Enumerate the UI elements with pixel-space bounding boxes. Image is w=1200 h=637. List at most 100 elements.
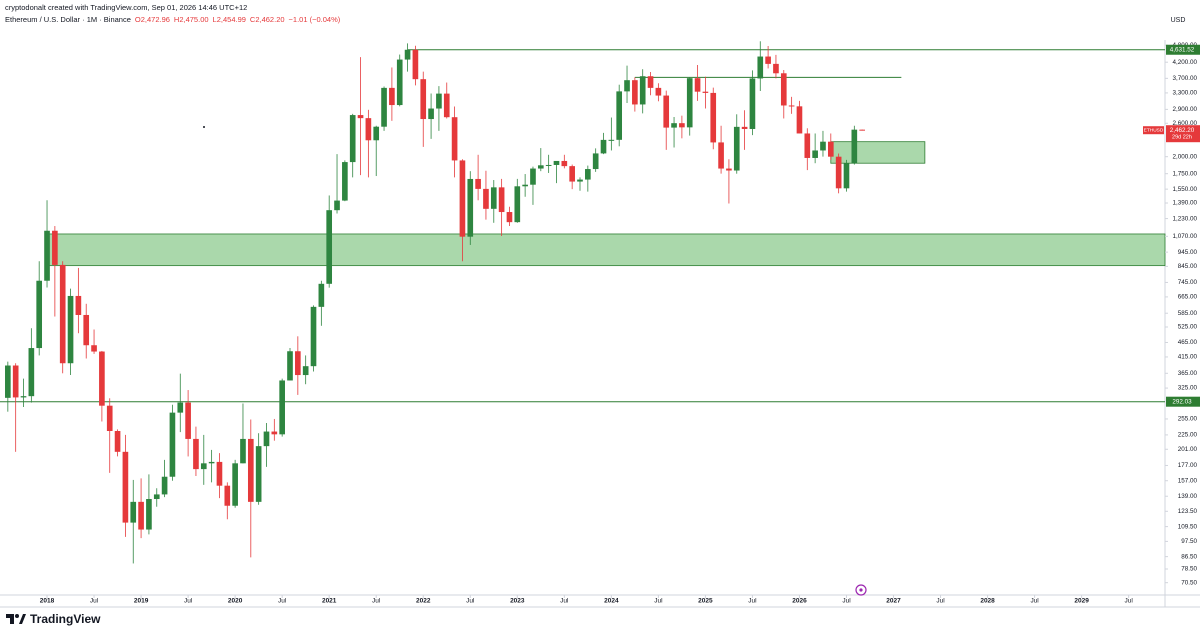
y-tick-label: 3,300.00	[1172, 90, 1197, 97]
candle-body	[443, 93, 450, 118]
candle-body	[592, 153, 599, 170]
candle-body	[193, 438, 199, 470]
x-tick-label: 2028	[980, 598, 995, 605]
x-tick-label: 2024	[604, 598, 619, 605]
candle-body	[373, 126, 380, 141]
candle-body	[334, 200, 340, 211]
candle-body	[686, 78, 693, 128]
candle-body	[279, 380, 285, 435]
candle-body	[514, 186, 521, 223]
zone	[46, 233, 1166, 267]
candle-body	[553, 160, 560, 165]
chart-title: Ethereum / U.S. Dollar · 1M · Binance	[5, 15, 131, 24]
y-axis-label: USD	[1171, 17, 1186, 24]
zone	[830, 141, 926, 164]
event-icon-dot	[859, 588, 863, 592]
candle-body	[679, 123, 685, 128]
x-tick-label: Jul	[1124, 598, 1133, 605]
last-price-bg	[1166, 125, 1200, 143]
candle-body	[796, 106, 803, 134]
candle-body	[632, 80, 638, 105]
candle-body	[263, 431, 270, 447]
candle-body	[498, 187, 505, 213]
candle-body	[389, 87, 395, 106]
y-tick-label: 1,070.00	[1172, 233, 1197, 240]
candle-body	[577, 179, 583, 182]
candle-body	[467, 178, 474, 237]
candle-body	[28, 348, 35, 397]
x-tick-label: Jul	[466, 598, 475, 605]
candle-body	[396, 59, 403, 106]
x-tick-label: 2022	[416, 598, 431, 605]
y-tick-label: 365.00	[1178, 370, 1198, 377]
candle-body	[122, 451, 129, 523]
price-label-bg	[1166, 44, 1200, 55]
candle-body	[647, 76, 654, 88]
candle-body	[804, 133, 811, 158]
last-price-tag-bg	[1143, 126, 1164, 135]
x-tick-label: 2021	[322, 598, 337, 605]
y-tick-label: 109.50	[1178, 523, 1198, 530]
candle-body	[12, 365, 19, 398]
event-icon	[855, 584, 867, 596]
candle-body	[365, 118, 372, 141]
candle-body	[247, 438, 254, 502]
y-tick-label: 157.00	[1178, 477, 1198, 484]
y-tick-label: 845.00	[1178, 263, 1198, 270]
y-tick-label: 2,600.00	[1172, 120, 1197, 127]
x-tick-label: Jul	[372, 598, 381, 605]
candle-body	[138, 501, 144, 530]
candle-body	[459, 160, 466, 237]
candle-body	[342, 162, 348, 201]
candle-body	[177, 402, 184, 413]
candle-body	[106, 405, 113, 432]
y-tick-label: 123.50	[1178, 508, 1198, 515]
candle-body	[75, 295, 82, 315]
y-tick-label: 585.00	[1178, 310, 1198, 317]
y-tick-label: 1,550.00	[1172, 186, 1197, 193]
candle-body	[812, 150, 818, 158]
candle-body	[483, 188, 489, 209]
candle-body	[185, 402, 191, 439]
candle-body	[302, 366, 309, 376]
price-label: 292.03	[1172, 398, 1192, 405]
x-tick-label: 2029	[1074, 598, 1089, 605]
y-tick-label: 70.50	[1181, 579, 1197, 586]
x-tick-label: 2020	[228, 598, 243, 605]
candle-body	[153, 494, 160, 500]
y-tick-label: 255.00	[1178, 416, 1198, 423]
x-tick-label: Jul	[560, 598, 569, 605]
y-tick-label: 1,750.00	[1172, 170, 1197, 177]
candle-body	[451, 117, 458, 161]
y-tick-label: 525.00	[1178, 324, 1198, 331]
candle-body	[639, 76, 646, 105]
zones	[46, 141, 1166, 267]
candle-body	[326, 210, 333, 284]
candle-body	[287, 351, 293, 381]
last-price-label: 2,462.20	[1170, 127, 1195, 134]
candle-body	[663, 95, 670, 128]
y-tick-label: 97.50	[1181, 538, 1197, 545]
x-tick-label: Jul	[184, 598, 193, 605]
x-tick-label: 2019	[134, 598, 149, 605]
candle-body	[318, 283, 325, 307]
candle-body	[255, 446, 262, 502]
y-tick-label: 325.00	[1178, 385, 1198, 392]
candle-body	[710, 92, 717, 143]
candle-body	[530, 168, 536, 185]
candle-body	[91, 345, 97, 352]
candle-body	[773, 63, 779, 74]
legend-value: O2,472.96	[134, 15, 170, 24]
candle-body	[765, 56, 771, 64]
candles	[5, 41, 865, 564]
candle-body	[835, 156, 842, 189]
candle-body	[428, 108, 434, 120]
legend-value: L2,454.99	[212, 15, 246, 24]
candle-body	[240, 438, 246, 464]
candle-body	[130, 501, 137, 523]
x-tick-label: Jul	[842, 598, 851, 605]
candle-body	[475, 178, 481, 189]
